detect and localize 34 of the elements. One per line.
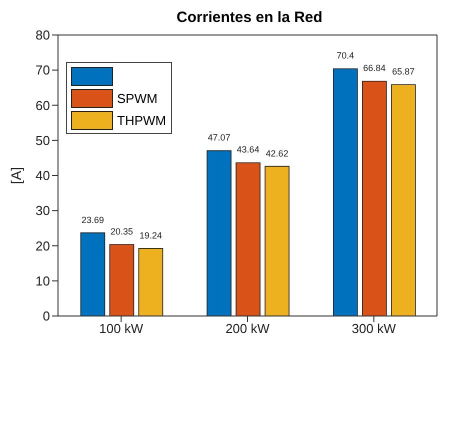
y-tick-label: 20: [36, 238, 50, 254]
bar: [80, 232, 106, 316]
x-tick-label: 300 kW: [352, 321, 397, 336]
bar: [109, 244, 134, 316]
bar: [391, 84, 416, 316]
y-tick-label: 30: [36, 203, 50, 218]
data-label: 23.69: [81, 214, 104, 225]
y-tick-label: 40: [36, 168, 50, 184]
x-tick-label: 200 kW: [225, 321, 270, 336]
bar: [362, 80, 387, 316]
bar: [236, 162, 260, 316]
legend-label: SPWM: [117, 90, 158, 106]
y-tick-label: 80: [36, 28, 50, 43]
y-tick-label: 0: [42, 308, 50, 324]
data-label: 20.35: [110, 226, 134, 237]
bar: [206, 150, 232, 316]
bar: [333, 68, 358, 316]
x-tick-label: 100 kW: [99, 321, 144, 336]
data-label: 19.24: [139, 230, 162, 240]
data-label: 66.84: [363, 63, 386, 74]
legend-label: THPWM: [117, 112, 167, 128]
data-label: 42.62: [266, 148, 288, 158]
bar: [138, 248, 164, 316]
y-tick-label: 10: [36, 273, 50, 288]
y-tick-label: 70: [36, 62, 50, 78]
y-axis-title: [A]: [8, 166, 24, 184]
bar: [264, 166, 290, 316]
y-tick-label: 50: [36, 132, 50, 148]
data-label: 70.4: [336, 50, 354, 61]
chart-title: Corrientes en la Red: [176, 8, 324, 28]
data-label: 65.87: [392, 66, 415, 77]
data-label: 47.07: [208, 132, 230, 143]
y-tick-label: 60: [36, 98, 50, 113]
data-label: 43.64: [236, 144, 260, 155]
